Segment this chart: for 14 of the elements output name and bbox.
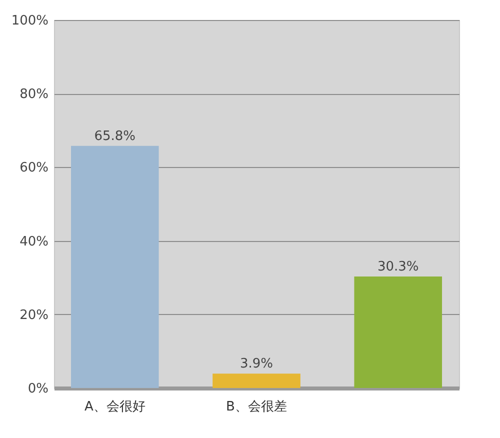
y-tick-label: 40% bbox=[20, 234, 48, 250]
x-tick-label: B、会很差 bbox=[226, 400, 287, 414]
data-label: 65.8% bbox=[94, 128, 136, 144]
x-tick-label: A、会很好 bbox=[84, 400, 146, 414]
y-tick-label: 20% bbox=[20, 308, 48, 323]
bar bbox=[70, 146, 159, 388]
data-label: 3.9% bbox=[240, 356, 274, 372]
data-label: 30.3% bbox=[377, 259, 419, 274]
bar bbox=[212, 374, 300, 388]
bar bbox=[354, 276, 442, 388]
y-tick-label: 100% bbox=[11, 14, 48, 28]
y-tick-label: 80% bbox=[20, 87, 48, 102]
y-tick-label: 60% bbox=[20, 160, 48, 176]
y-tick-label: 0% bbox=[28, 382, 48, 396]
